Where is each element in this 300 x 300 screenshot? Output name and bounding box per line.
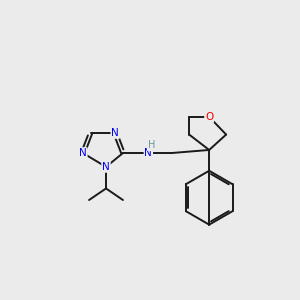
Text: N: N	[145, 148, 152, 158]
Text: N: N	[79, 148, 87, 158]
Text: H: H	[148, 140, 155, 150]
Text: N: N	[111, 128, 119, 138]
Text: O: O	[205, 112, 213, 122]
Text: N: N	[102, 162, 110, 172]
